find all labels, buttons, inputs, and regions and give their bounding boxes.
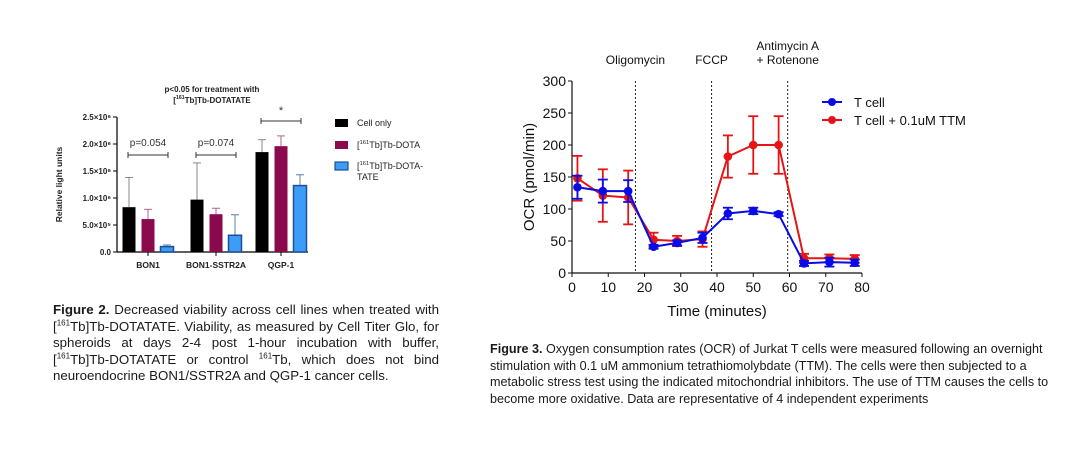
series-line (577, 186, 855, 265)
caption-text: Decreased viability across cell lines wh… (53, 302, 440, 334)
superscript: 161 (56, 351, 71, 361)
legend-label: T cell (854, 95, 885, 110)
legend-label: [161Tb]Tb-DOTA- (357, 161, 423, 171)
bar (141, 219, 155, 252)
legend-label: Cell only (357, 118, 392, 128)
x-tick-label: 50 (745, 279, 761, 295)
data-point (573, 182, 582, 192)
data-point (774, 140, 783, 150)
x-tick-label: 10 (600, 279, 616, 295)
x-tick-label: QGP-1 (268, 260, 295, 270)
legend-swatch (335, 141, 348, 149)
x-tick-label: 30 (673, 279, 689, 295)
caption-text: Tb]Tb-DOTATATE or control (70, 351, 259, 367)
data-point (723, 152, 733, 161)
x-axis-label: Time (minutes) (667, 303, 766, 320)
bar (209, 214, 223, 252)
bar-chart-svg: p<0.05 for treatment with[161Tb]Tb-DOTAT… (54, 85, 423, 270)
figure-3-label: Figure 3. (490, 342, 543, 356)
caption-text: Tb]Tb-DOTATATE. Viability, as measured b… (53, 318, 439, 367)
caption-text: Tb, which does not bind neuroendocrine B… (53, 351, 439, 384)
x-tick-label: 0 (568, 279, 576, 295)
data-point (799, 259, 809, 268)
caption-text: Oxygen consumption rates (OCR) of Jurkat… (490, 342, 1049, 406)
superscript: 161 (258, 351, 273, 361)
y-axis-label: Relative light units (54, 146, 64, 222)
significance-label: p=0.054 (130, 138, 167, 149)
x-tick-label: BON1 (136, 260, 160, 270)
legend-swatch (335, 119, 348, 127)
y-tick-label: 0.0 (100, 248, 112, 257)
viability-bar-chart: p<0.05 for treatment with [161Tb]Tb-DOTAT… (0, 0, 480, 290)
figure-3-caption: Figure 3. Oxygen consumption rates (OCR)… (490, 341, 1060, 407)
y-tick-label: 2.5×10⁶ (83, 113, 112, 122)
y-tick-label: 1.5×10⁶ (83, 167, 112, 176)
bar (255, 152, 269, 252)
y-tick-label: 250 (543, 105, 567, 121)
injection-label: Oligomycin (606, 53, 665, 67)
bar (122, 207, 136, 252)
legend-swatch (334, 161, 349, 171)
data-point (825, 257, 834, 267)
y-axis-label: OCR (pmol/min) (521, 123, 538, 231)
y-tick-label: 1.0×10⁶ (83, 194, 112, 203)
chart-title-line: p<0.05 for treatment with (165, 85, 260, 94)
y-tick-label: 300 (543, 73, 567, 89)
y-tick-label: 0 (558, 265, 566, 281)
y-tick-label: 5.0×10⁵ (83, 221, 112, 230)
bar (274, 146, 288, 252)
data-point (723, 209, 733, 218)
legend-marker (828, 116, 836, 124)
line-chart-svg: 0 50 100 150 200 250 300 0 10 20 30 40 50 60 70 80 Time … (521, 39, 966, 320)
y-tick-label: 2.0×10⁶ (83, 140, 112, 149)
ocr-line-chart: 0 50 100 150 200 250 300 0 10 20 30 40 50 60 70 80 Time … (480, 0, 1070, 330)
injection-label: FCCP (695, 53, 728, 67)
series-line (576, 144, 855, 260)
figure-2-caption: Figure 2. Decreased viability across cel… (53, 302, 439, 385)
superscript: 161 (56, 318, 71, 328)
y-tick-label: 100 (543, 201, 567, 217)
legend-label: T cell + 0.1uM TTM (854, 113, 966, 128)
chart-title-line: [161Tb]Tb-DOTATATE (173, 95, 251, 105)
figure-2-label: Figure 2. (53, 302, 110, 317)
bar (292, 184, 308, 253)
x-tick-label: 40 (709, 279, 725, 295)
injection-label: Antimycin A (756, 39, 819, 53)
injection-label: + Rotenone (756, 53, 819, 67)
data-point (774, 209, 783, 219)
x-tick-label: 70 (818, 279, 834, 295)
x-tick-label: 60 (782, 279, 798, 295)
legend-label: [161Tb]Tb-DOTA (357, 140, 420, 150)
legend-marker (828, 98, 836, 106)
y-tick-label: 50 (550, 233, 566, 249)
data-point (748, 206, 758, 216)
x-tick-label: 20 (637, 279, 653, 295)
data-point (672, 238, 682, 248)
data-point (698, 233, 707, 243)
data-point (748, 140, 758, 150)
x-tick-label: 80 (854, 279, 870, 295)
legend-label: TATE (357, 172, 379, 182)
data-point (850, 258, 860, 268)
significance-label: p=0.074 (198, 138, 235, 149)
bar (190, 199, 204, 252)
data-point (598, 186, 608, 196)
data-point (649, 242, 658, 252)
x-tick-label: BON1-SSTR2A (186, 260, 246, 270)
data-point (623, 186, 633, 196)
y-tick-label: 150 (543, 169, 567, 185)
bar (159, 245, 175, 253)
y-tick-label: 200 (543, 137, 567, 153)
bar (227, 234, 243, 253)
significance-label: * (279, 105, 284, 117)
